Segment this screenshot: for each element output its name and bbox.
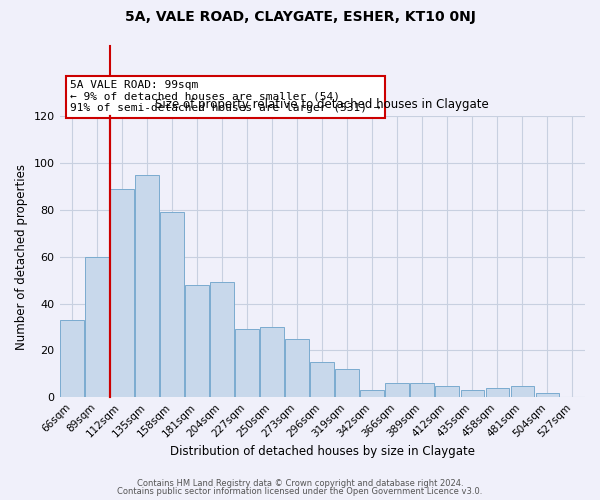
Bar (260, 327, 284, 397)
Text: 5A VALE ROAD: 99sqm
← 9% of detached houses are smaller (54)
91% of semi-detache: 5A VALE ROAD: 99sqm ← 9% of detached hou… (70, 80, 380, 113)
X-axis label: Distribution of detached houses by size in Claygate: Distribution of detached houses by size … (170, 444, 475, 458)
Bar (85, 256, 109, 397)
Bar (185, 285, 209, 397)
Bar (60, 320, 84, 397)
Bar (235, 330, 259, 397)
Bar (385, 383, 409, 397)
Bar (511, 386, 535, 397)
Bar (361, 390, 384, 397)
Bar (410, 383, 434, 397)
Title: Size of property relative to detached houses in Claygate: Size of property relative to detached ho… (155, 98, 489, 110)
Bar (135, 174, 159, 397)
Bar (210, 282, 234, 397)
Bar (310, 362, 334, 397)
Text: Contains HM Land Registry data © Crown copyright and database right 2024.: Contains HM Land Registry data © Crown c… (137, 478, 463, 488)
Bar (485, 388, 509, 397)
Bar (436, 386, 459, 397)
Bar (160, 212, 184, 397)
Bar (286, 338, 309, 397)
Text: Contains public sector information licensed under the Open Government Licence v3: Contains public sector information licen… (118, 487, 482, 496)
Bar (461, 390, 484, 397)
Text: 5A, VALE ROAD, CLAYGATE, ESHER, KT10 0NJ: 5A, VALE ROAD, CLAYGATE, ESHER, KT10 0NJ (125, 10, 475, 24)
Y-axis label: Number of detached properties: Number of detached properties (15, 164, 28, 350)
Bar (110, 188, 134, 397)
Bar (536, 392, 559, 397)
Bar (335, 369, 359, 397)
